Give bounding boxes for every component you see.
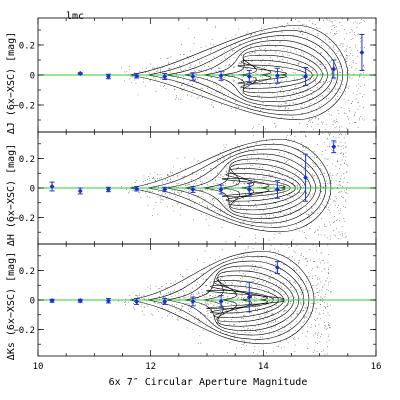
error-bars — [49, 34, 365, 313]
marker — [331, 144, 337, 150]
marker — [106, 298, 111, 304]
marker — [162, 298, 168, 305]
data-point-J-6 — [246, 70, 252, 83]
data-point-J-1 — [105, 73, 111, 80]
y-tick-label-H: 0.2 — [19, 155, 35, 165]
zero-lines — [38, 74, 376, 301]
data-point-H-10 — [331, 140, 337, 154]
data-point-J-0 — [77, 70, 83, 77]
marker — [134, 73, 139, 79]
marker — [218, 186, 224, 193]
x-tick-label: 12 — [145, 362, 156, 372]
marker — [49, 298, 55, 304]
data-point-J-7 — [274, 67, 280, 84]
y-tick-label-J: −0.2 — [13, 102, 35, 112]
data-point-Ks-1 — [77, 298, 83, 304]
density-contours — [128, 25, 349, 345]
data-point-Ks-2 — [105, 298, 111, 304]
contours-H — [128, 139, 332, 233]
contour-Ks-2 — [164, 260, 305, 336]
ylabel-ks: ΔKs (6x−XSC) [mag] — [6, 252, 17, 360]
data-point-J-10 — [359, 34, 365, 71]
data-point-J-2 — [134, 73, 140, 79]
y-tick-label-Ks: 0.2 — [19, 267, 35, 277]
marker — [162, 73, 168, 80]
data-point-H-8 — [274, 180, 280, 199]
contour-J-4 — [200, 44, 328, 103]
data-point-H-7 — [246, 183, 252, 196]
y-tick-label-H: 0 — [30, 185, 35, 195]
data-point-H-5 — [190, 186, 196, 193]
data-point-Ks-0 — [49, 298, 55, 304]
x-tick-label: 10 — [33, 362, 44, 372]
marker — [106, 73, 111, 80]
contour-H-0 — [128, 139, 332, 233]
scatter-cloud — [117, 18, 366, 356]
marker — [190, 73, 196, 80]
data-point-H-6 — [218, 184, 224, 195]
marker — [162, 186, 168, 193]
marker — [331, 66, 337, 72]
contour-H-2 — [164, 148, 322, 224]
x-tick-label: 14 — [258, 362, 269, 372]
ylabel-h: ΔH (6x−XSC) [mag] — [6, 144, 17, 246]
data-point-H-3 — [134, 186, 140, 192]
marker — [275, 73, 280, 79]
contour-J-3 — [182, 40, 333, 107]
marker — [77, 70, 83, 77]
data-point-J-8 — [303, 67, 309, 86]
marker — [218, 73, 224, 79]
marker — [190, 298, 196, 305]
marker — [190, 186, 196, 193]
data-point-Ks-6 — [218, 295, 224, 308]
y-tick-label-J: 0 — [30, 72, 35, 82]
x-axis-label: 6x 7″ Circular Aperture Magnitude — [109, 377, 308, 388]
contour-H-5 — [218, 163, 306, 211]
y-tick-label-Ks: 0 — [30, 297, 35, 307]
marker — [303, 73, 308, 80]
marker — [246, 294, 252, 300]
marker — [106, 186, 111, 193]
data-point-H-4 — [162, 186, 168, 193]
x-tick-label: 16 — [371, 362, 382, 372]
marker — [275, 186, 280, 193]
axis-ticks: −0.2 0 0.2 −0.2 0 0.2 −0.2 0 0.2 10 12 14 16 — [13, 18, 381, 372]
marker — [303, 175, 308, 181]
marker — [246, 186, 252, 193]
marker — [218, 298, 224, 305]
y-tick-label-Ks: −0.2 — [13, 326, 35, 336]
data-point-H-2 — [105, 186, 111, 193]
data-point-Ks-3 — [134, 298, 140, 305]
data-point-Ks-7 — [246, 281, 252, 313]
marker — [134, 186, 139, 192]
data-point-J-9 — [331, 59, 337, 79]
scatter-cloud-H — [120, 132, 349, 244]
data-point-Ks-8 — [274, 261, 280, 274]
data-point-H-0 — [49, 181, 55, 192]
marker — [49, 183, 55, 190]
corner-label: lmc — [66, 11, 84, 22]
marker — [359, 49, 365, 56]
ylabel-j: ΔJ (6x−XSC) [mag] — [6, 32, 17, 134]
data-point-J-4 — [190, 72, 196, 81]
scatter-cloud-J — [120, 18, 366, 132]
data-point-Ks-4 — [162, 298, 168, 305]
marker — [275, 264, 280, 271]
y-tick-label-J: 0.2 — [19, 42, 35, 52]
marker — [134, 298, 139, 305]
data-point-H-1 — [77, 187, 83, 195]
data-point-J-5 — [218, 70, 224, 81]
panel-frames — [37, 17, 377, 357]
marker — [77, 298, 83, 304]
marker — [246, 73, 252, 80]
contours-J — [128, 25, 349, 120]
data-point-J-3 — [162, 73, 168, 80]
data-point-Ks-5 — [190, 296, 196, 307]
data-point-H-9 — [303, 153, 309, 202]
y-tick-label-H: −0.2 — [13, 214, 35, 224]
marker — [77, 188, 83, 194]
